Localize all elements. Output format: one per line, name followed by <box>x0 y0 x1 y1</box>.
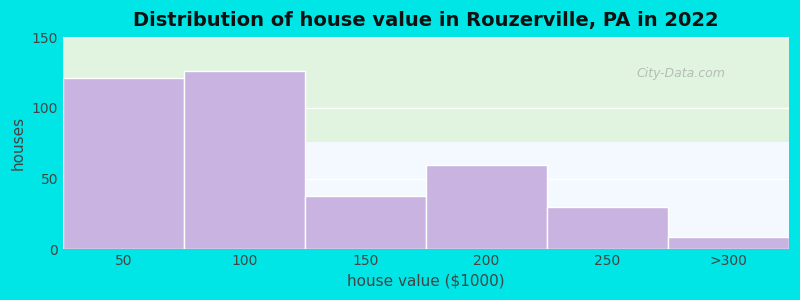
Bar <box>668 237 789 250</box>
Title: Distribution of house value in Rouzerville, PA in 2022: Distribution of house value in Rouzervil… <box>133 11 718 30</box>
X-axis label: house value ($1000): house value ($1000) <box>347 274 505 289</box>
Bar <box>426 165 547 250</box>
Bar <box>547 207 668 250</box>
Text: City-Data.com: City-Data.com <box>637 67 726 80</box>
Bar <box>184 71 305 250</box>
Y-axis label: houses: houses <box>11 116 26 170</box>
Bar <box>305 196 426 250</box>
Bar <box>63 78 184 250</box>
